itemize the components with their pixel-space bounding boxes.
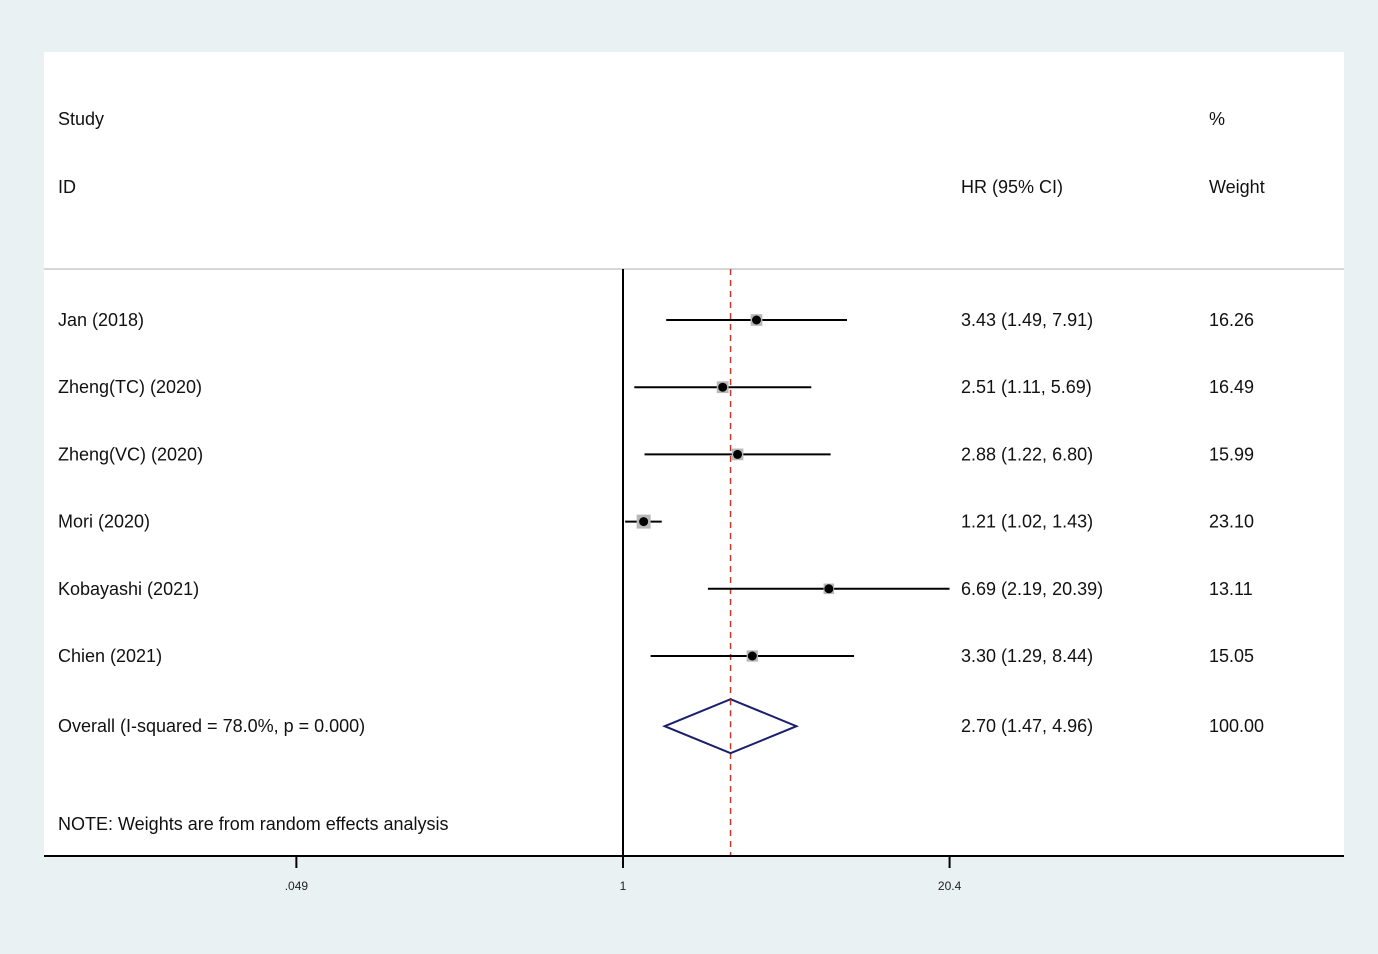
x-tick-label: 1 xyxy=(620,879,627,893)
header-percent: % xyxy=(1209,109,1225,129)
study-label: Mori (2020) xyxy=(58,512,150,532)
point-estimate xyxy=(824,584,834,594)
weight-value: 15.99 xyxy=(1209,444,1254,464)
point-estimate xyxy=(639,517,649,527)
overall-label: Overall (I-squared = 78.0%, p = 0.000) xyxy=(58,716,365,736)
study-label: Jan (2018) xyxy=(58,310,144,330)
hr-ci-value: 1.21 (1.02, 1.43) xyxy=(961,512,1093,532)
weight-value: 16.49 xyxy=(1209,377,1254,397)
overall-weight-value: 100.00 xyxy=(1209,716,1264,736)
point-estimate xyxy=(733,449,743,459)
header-study: Study xyxy=(58,109,104,129)
point-estimate xyxy=(718,382,728,392)
hr-ci-value: 6.69 (2.19, 20.39) xyxy=(961,579,1103,599)
weight-value: 15.05 xyxy=(1209,646,1254,666)
study-label: Zheng(TC) (2020) xyxy=(58,377,202,397)
study-label: Kobayashi (2021) xyxy=(58,579,199,599)
weight-value: 16.26 xyxy=(1209,310,1254,330)
header-weight: Weight xyxy=(1209,177,1265,197)
weight-value: 13.11 xyxy=(1209,579,1253,599)
x-tick-label: 20.4 xyxy=(938,879,962,893)
weight-value: 23.10 xyxy=(1209,512,1254,532)
weights-note: NOTE: Weights are from random effects an… xyxy=(58,814,448,834)
header-effect: HR (95% CI) xyxy=(961,177,1063,197)
header-id: ID xyxy=(58,177,76,197)
hr-ci-value: 3.30 (1.29, 8.44) xyxy=(961,646,1093,666)
point-estimate xyxy=(747,651,757,661)
study-label: Chien (2021) xyxy=(58,646,162,666)
hr-ci-value: 2.51 (1.11, 5.69) xyxy=(961,377,1092,397)
overall-hr-ci-value: 2.70 (1.47, 4.96) xyxy=(961,716,1093,736)
forest-plot: Study ID HR (95% CI)% Weight Jan (2018) 3.43 … xyxy=(44,109,1344,857)
plot-panel: Study ID HR (95% CI)% Weight Jan (2018) 3.43 … xyxy=(44,52,1344,857)
hr-ci-value: 2.88 (1.22, 6.80) xyxy=(961,444,1093,464)
x-tick-label: .049 xyxy=(285,879,309,893)
hr-ci-value: 3.43 (1.49, 7.91) xyxy=(961,310,1093,330)
study-label: Zheng(VC) (2020) xyxy=(58,444,203,464)
point-estimate xyxy=(751,315,761,325)
